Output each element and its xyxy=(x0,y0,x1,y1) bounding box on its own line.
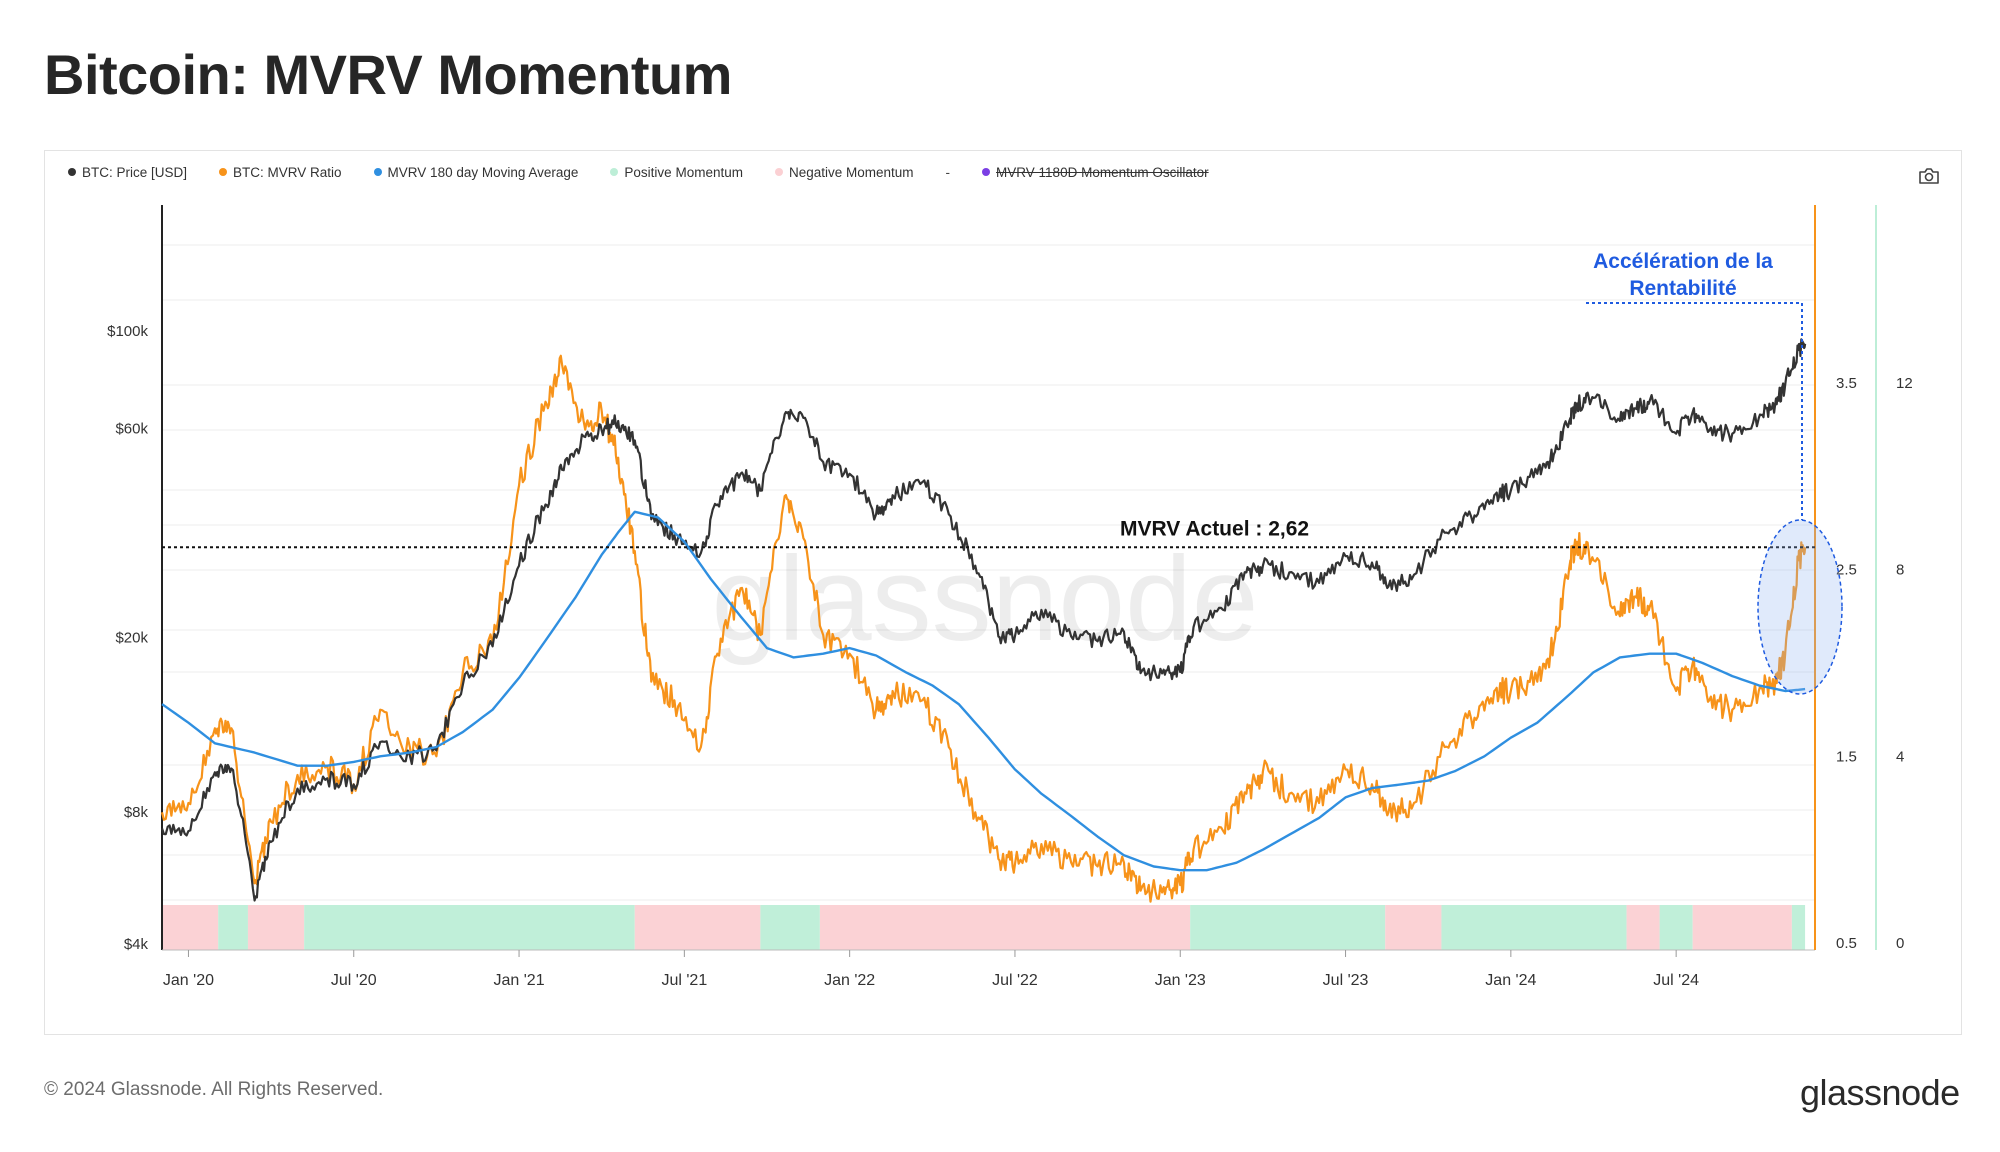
x-tick-label: Jan '23 xyxy=(1155,972,1206,989)
series-line-btc-price xyxy=(160,338,1807,902)
momentum-band-negative xyxy=(634,905,761,950)
chart-legend: BTC: Price [USD] BTC: MVRV Ratio MVRV 18… xyxy=(68,162,1209,182)
legend-dot-btc-price xyxy=(68,168,76,176)
momentum-band-negative xyxy=(1626,905,1660,950)
highlight-ellipse xyxy=(1757,519,1843,695)
legend-label: MVRV 180 day Moving Average xyxy=(387,164,579,180)
momentum-band-positive xyxy=(1791,905,1806,950)
y-tick-label-price: $100k xyxy=(107,323,148,340)
legend-label: BTC: MVRV Ratio xyxy=(233,164,342,180)
momentum-band-positive xyxy=(1659,905,1693,950)
legend-dot-positive-momentum xyxy=(610,168,619,176)
y-tick-label-price: $60k xyxy=(115,420,148,437)
footer-copyright: © 2024 Glassnode. All Rights Reserved. xyxy=(44,1079,384,1100)
momentum-band-positive xyxy=(760,905,820,950)
y-tick-label-oscillator: 12 xyxy=(1896,375,1913,392)
legend-dot-momentum-oscillator xyxy=(982,168,991,176)
legend-label: Negative Momentum xyxy=(788,164,914,180)
mvrv-current-label: MVRV Actuel : 2,62 xyxy=(1120,517,1309,540)
x-tick-label: Jul '21 xyxy=(661,972,707,989)
acceleration-label-line1: Accélération de la xyxy=(1593,250,1773,273)
y-tick-label-price: $8k xyxy=(124,804,149,821)
acceleration-connector xyxy=(1586,302,1803,520)
y-tick-label-oscillator: 0 xyxy=(1896,935,1904,952)
legend-dot-negative-momentum xyxy=(774,168,783,176)
x-tick-label: Jan '24 xyxy=(1485,972,1536,989)
x-tick-label: Jul '24 xyxy=(1653,972,1699,989)
momentum-band-positive xyxy=(218,905,248,950)
glassnode-logo: glassnode xyxy=(1800,1072,1960,1113)
x-tick-label: Jan '21 xyxy=(494,972,545,989)
legend-item-mvrv-ratio[interactable]: BTC: MVRV Ratio xyxy=(219,165,342,180)
x-tick-label: Jul '22 xyxy=(992,972,1038,989)
y-tick-label-mvrv: 1.5 xyxy=(1836,748,1857,765)
series-line-mvrv-ma xyxy=(161,510,1806,872)
legend-item-btc-price[interactable]: BTC: Price [USD] xyxy=(68,165,187,180)
x-tick-label: Jan '20 xyxy=(163,972,214,989)
camera-icon[interactable] xyxy=(1918,167,1940,185)
legend-separator: - xyxy=(945,164,951,180)
legend-item-negative-momentum[interactable]: Negative Momentum xyxy=(774,164,914,180)
watermark: glassnode xyxy=(711,532,1258,666)
momentum-band-positive xyxy=(1441,905,1627,950)
momentum-band-negative xyxy=(162,905,219,950)
y-tick-label-mvrv: 2.5 xyxy=(1836,562,1857,579)
momentum-band-negative xyxy=(247,905,305,950)
legend-label: MVRV 1180D Momentum Oscillator xyxy=(996,164,1209,180)
y-tick-label-mvrv: 0.5 xyxy=(1836,935,1857,952)
x-tick-label: Jan '22 xyxy=(824,972,875,989)
acceleration-label-line2: Rentabilité xyxy=(1629,277,1736,300)
momentum-band-positive xyxy=(304,905,635,950)
legend-dot-mvrv-ma xyxy=(373,168,382,176)
momentum-band-negative xyxy=(819,905,1191,950)
legend-label: Positive Momentum xyxy=(624,164,743,180)
y-tick-label-oscillator: 8 xyxy=(1896,562,1904,579)
y-tick-label-price: $20k xyxy=(115,630,148,647)
legend-label: BTC: Price [USD] xyxy=(82,164,188,180)
x-tick-label: Jul '23 xyxy=(1323,972,1369,989)
momentum-band-positive xyxy=(1190,905,1386,950)
y-tick-label-mvrv: 3.5 xyxy=(1836,375,1857,392)
legend-item-positive-momentum[interactable]: Positive Momentum xyxy=(610,165,743,180)
page-title: Bitcoin: MVRV Momentum xyxy=(44,43,732,106)
y-tick-label-price: $4k xyxy=(124,936,149,953)
chart-panel xyxy=(44,150,1962,1035)
momentum-band-negative xyxy=(1385,905,1442,950)
momentum-band-negative xyxy=(1692,905,1792,950)
legend-item-momentum-oscillator[interactable]: MVRV 1180D Momentum Oscillator xyxy=(982,165,1209,180)
legend-dot-mvrv-ratio xyxy=(219,168,228,176)
legend-item-mvrv-ma[interactable]: MVRV 180 day Moving Average xyxy=(373,164,579,180)
y-tick-label-oscillator: 4 xyxy=(1896,748,1904,765)
x-tick-label: Jul '20 xyxy=(331,972,377,989)
